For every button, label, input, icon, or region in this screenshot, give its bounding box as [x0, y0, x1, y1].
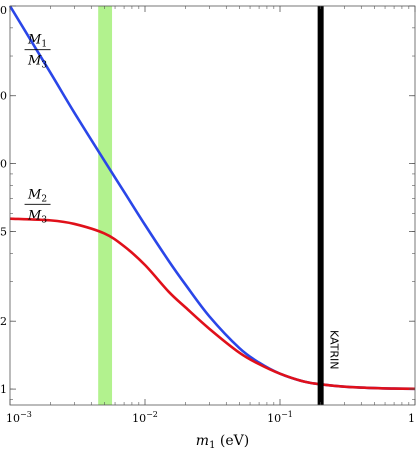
plot-border — [9, 5, 416, 406]
x-tick-label-3: 1 — [408, 412, 415, 425]
plot-frame — [9, 5, 416, 406]
y-tick-label-2: 5 — [0, 225, 7, 238]
annotation-1-denominator: M3 — [27, 208, 47, 225]
y-tick-label-0: 1 — [0, 383, 7, 396]
bands-layer — [98, 6, 113, 405]
annotation-1-numerator: M2 — [27, 187, 47, 204]
x-tick-label-0: 10−3 — [6, 410, 32, 425]
y-tick-label-5: 50 — [0, 4, 7, 17]
y-tick-label-3: 10 — [0, 158, 7, 171]
y-tick-label-4: 20 — [0, 90, 7, 103]
annotation-0-numerator: M1 — [27, 33, 47, 50]
y-tick-label-1: 2 — [0, 315, 7, 328]
x-tick-label-1: 10−2 — [132, 410, 158, 425]
vline-label-0: KATRIN — [328, 330, 341, 370]
ticks-layer: 10−3 10−2 10−1 1 1 2 5 10 20 50 — [0, 4, 416, 425]
series-layer — [8, 5, 416, 391]
band-0 — [98, 6, 113, 405]
series-line-1 — [9, 217, 416, 391]
vline-layer: KATRIN — [317, 6, 341, 405]
x-axis-label: m1 (eV) — [196, 433, 249, 451]
x-tick-label-2: 10−1 — [267, 410, 293, 425]
annotation-0-denominator: M3 — [27, 54, 47, 71]
